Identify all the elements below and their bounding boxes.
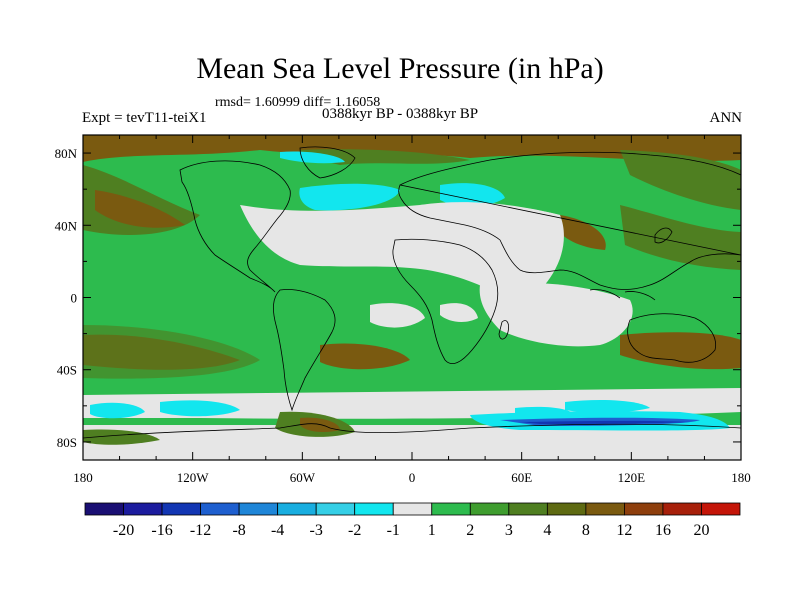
field-east-asia-olive: [620, 205, 741, 270]
field-north-atlantic-cyan: [299, 183, 400, 211]
field-south-pacific-olive: [83, 325, 260, 379]
colorbar-swatch: [161, 502, 201, 516]
y-tick-label: 80S: [57, 435, 77, 450]
colorbar-label: -8: [232, 522, 245, 539]
colorbar-swatch: [238, 502, 279, 516]
field-pacific-brown: [95, 190, 185, 228]
colorbar-swatch: [701, 502, 741, 516]
colorbar-swatch: [546, 502, 587, 516]
colorbar-label: -2: [348, 522, 361, 539]
colorbar-label: -4: [271, 522, 284, 539]
coast-eurasia: [398, 151, 741, 290]
y-tick-label: 40S: [57, 363, 77, 378]
colorbar-swatch: [431, 502, 471, 516]
coast-antarctica: [83, 423, 741, 439]
field-africa-grey: [440, 303, 478, 322]
x-tick-label: 0: [409, 470, 416, 485]
colorbar-swatch: [662, 502, 702, 516]
coast-madagascar: [498, 320, 509, 340]
colorbar-label: 4: [543, 522, 551, 539]
colorbar-label: -20: [113, 522, 134, 539]
colorbar-label: 2: [466, 522, 474, 539]
field-so-cyan-2: [160, 400, 240, 417]
period-label: 0388kyr BP - 0388kyr BP: [322, 106, 479, 122]
colorbar-label: 1: [428, 522, 436, 539]
colorbar: -20 -16 -12 -8 -4 -3 -2 -1 1 2 3 4 8 12 16 20: [84, 502, 741, 539]
field-australia-brown: [620, 332, 741, 370]
axis-tick-labels: 180 120W 60W 0 60E 120E 180 80N 40N 0 40S 80S: [55, 146, 751, 485]
colorbar-swatch: [508, 502, 548, 516]
field-tibet-brown: [555, 215, 606, 250]
coast-greenland: [299, 146, 356, 179]
season-label: ANN: [709, 110, 743, 126]
colorbar-swatch: [392, 502, 433, 516]
field-europe-cyan: [440, 183, 505, 207]
axis-ticks: [82, 135, 742, 460]
x-tick-label: 120E: [618, 470, 646, 485]
coast-indonesia: [589, 289, 656, 301]
colorbar-swatch: [624, 502, 664, 516]
field-so-cyan-4: [565, 400, 650, 413]
experiment-label: Expt = tevT11-teiX1: [82, 110, 207, 126]
x-tick-label: 60W: [290, 470, 316, 485]
y-tick-label: 40N: [55, 218, 78, 233]
field-south-atlantic-brown: [320, 343, 410, 370]
coast-africa: [392, 238, 499, 364]
colorbar-swatch: [277, 502, 317, 516]
x-tick-label: 120W: [177, 470, 210, 485]
colorbar-label: -12: [190, 522, 211, 539]
y-tick-label: 0: [71, 291, 78, 306]
colorbar-swatch: [469, 502, 510, 516]
coast-japan: [654, 227, 673, 244]
chart-title: Mean Sea Level Pressure (in hPa): [196, 52, 604, 85]
colorbar-label: -1: [387, 522, 400, 539]
x-tick-label: 180: [73, 470, 93, 485]
colorbar-swatch: [123, 502, 163, 516]
field-eurasia-grey: [420, 202, 560, 240]
colorbar-label: 3: [505, 522, 513, 539]
coast-south-america: [272, 289, 336, 412]
colorbar-swatch: [200, 502, 240, 516]
colorbar-swatch: [315, 502, 356, 516]
colorbar-label: 20: [693, 522, 709, 539]
field-south-atlantic-grey: [370, 303, 425, 328]
coast-north-america: [179, 160, 291, 293]
field-so-cyan-1: [90, 402, 145, 419]
x-tick-label: 180: [731, 470, 751, 485]
coast-australia: [627, 313, 717, 363]
colorbar-label: 16: [655, 522, 671, 539]
map-field: [83, 135, 741, 460]
field-ross-olive: [83, 429, 160, 445]
field-indian-ocean-grey: [479, 282, 633, 347]
colorbar-swatch: [354, 502, 394, 516]
colorbar-label: -16: [151, 522, 172, 539]
y-tick-label: 80N: [55, 146, 78, 161]
field-arctic-brown: [83, 135, 741, 162]
colorbar-swatch: [585, 502, 625, 516]
colorbar-label: 12: [616, 522, 632, 539]
coastlines: [83, 146, 741, 439]
colorbar-label: -3: [310, 522, 323, 539]
stats-text: rmsd= 1.60999 diff= 1.16058: [215, 95, 381, 110]
field-antarctic-grey: [83, 425, 741, 460]
colorbar-label: 8: [582, 522, 590, 539]
field-siberia-olive: [620, 150, 741, 210]
colorbar-swatch: [84, 502, 124, 516]
field-east-antarctic-darkblue: [520, 420, 690, 424]
x-tick-label: 60E: [511, 470, 532, 485]
field-greenland-cyan: [280, 151, 345, 164]
